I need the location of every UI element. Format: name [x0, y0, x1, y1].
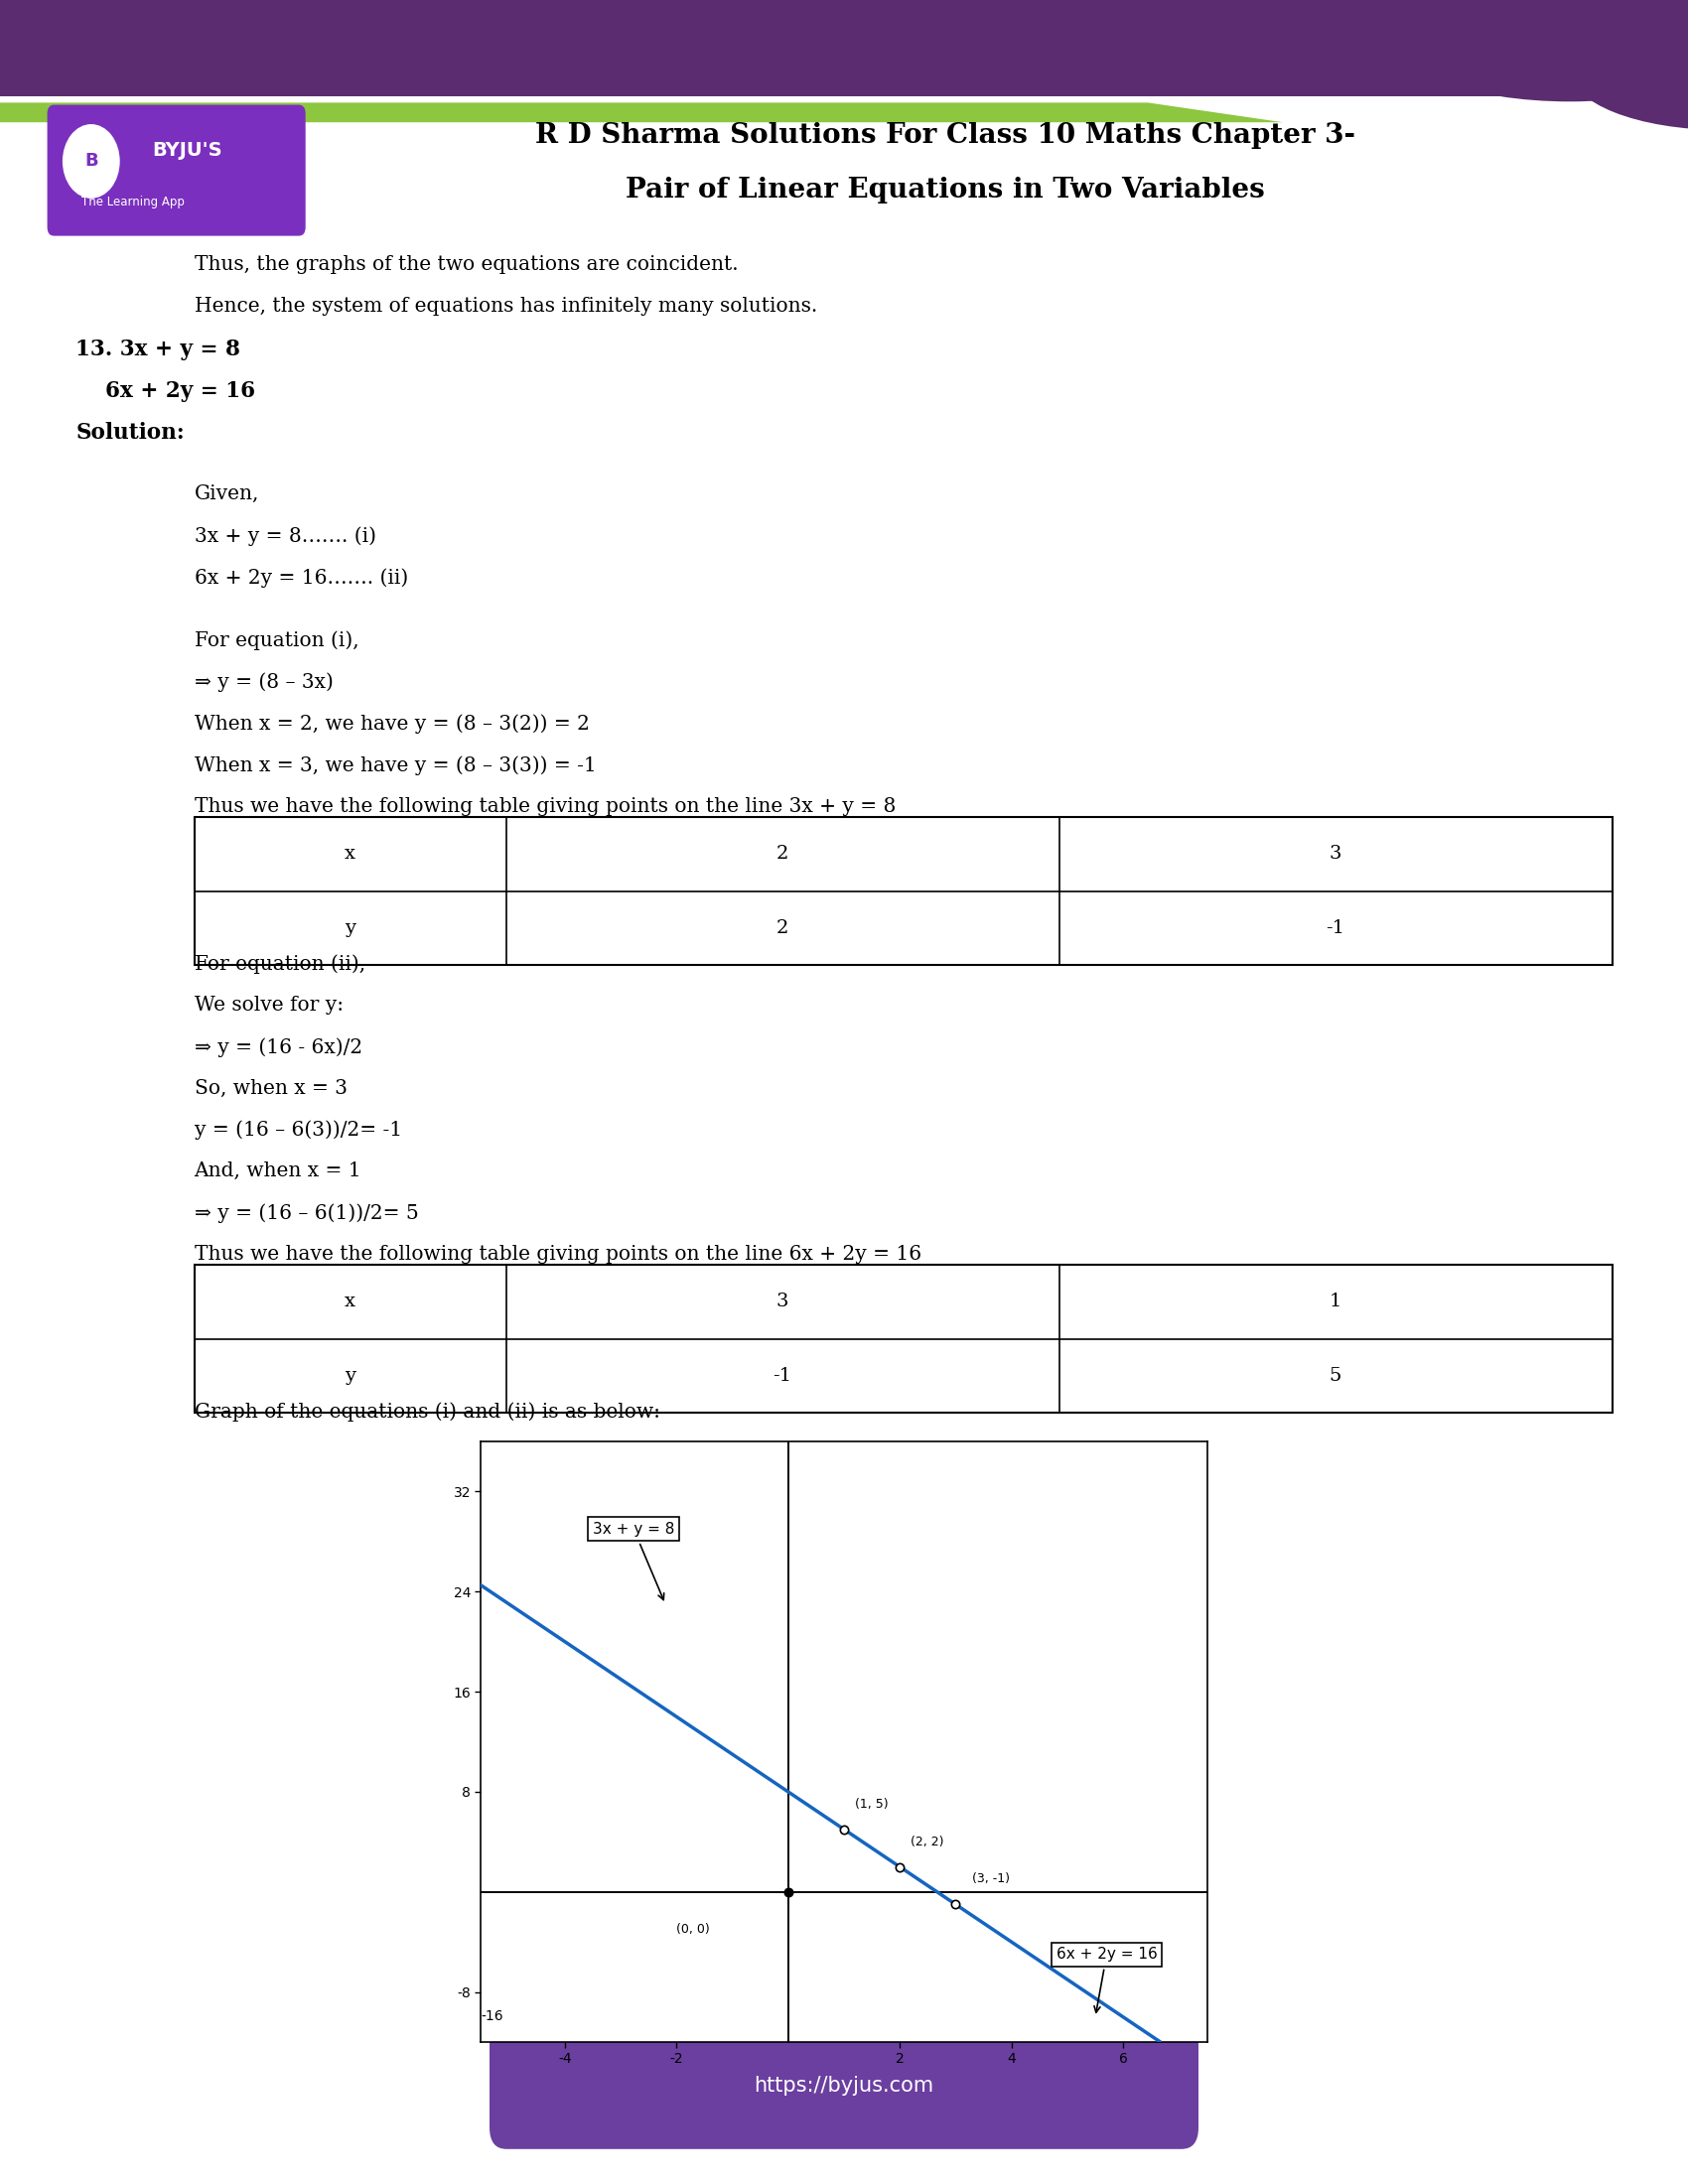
Text: When x = 2, we have y = (8 – 3(2)) = 2: When x = 2, we have y = (8 – 3(2)) = 2 — [194, 714, 589, 734]
Text: 6x + 2y = 16……. (ii): 6x + 2y = 16……. (ii) — [194, 568, 408, 587]
Text: Pair of Linear Equations in Two Variables: Pair of Linear Equations in Two Variable… — [626, 177, 1264, 203]
Text: (2, 2): (2, 2) — [912, 1835, 944, 1848]
Text: (0, 0): (0, 0) — [677, 1922, 711, 1935]
Text: ⇒ y = (16 - 6x)/2: ⇒ y = (16 - 6x)/2 — [194, 1037, 361, 1057]
Text: -1: -1 — [773, 1367, 792, 1385]
Text: For equation (ii),: For equation (ii), — [194, 954, 365, 974]
Text: (3, -1): (3, -1) — [972, 1872, 1009, 1885]
Ellipse shape — [1570, 11, 1688, 131]
Text: BYJU'S: BYJU'S — [152, 140, 223, 159]
Text: 3: 3 — [1330, 845, 1342, 863]
Text: When x = 3, we have y = (8 – 3(3)) = -1: When x = 3, we have y = (8 – 3(3)) = -1 — [194, 756, 596, 775]
Text: B: B — [84, 153, 98, 170]
Text: -1: -1 — [1327, 919, 1345, 937]
Polygon shape — [0, 103, 1283, 122]
Bar — [194, 1265, 1612, 1413]
Text: The Learning App: The Learning App — [81, 197, 184, 210]
FancyBboxPatch shape — [490, 2022, 1198, 2149]
Text: y = (16 – 6(3))/2= -1: y = (16 – 6(3))/2= -1 — [194, 1120, 402, 1140]
Circle shape — [62, 124, 120, 199]
Text: ⇒ y = (16 – 6(1))/2= 5: ⇒ y = (16 – 6(1))/2= 5 — [194, 1203, 419, 1223]
Text: For equation (i),: For equation (i), — [194, 631, 358, 651]
Text: Hence, the system of equations has infinitely many solutions.: Hence, the system of equations has infin… — [194, 297, 817, 317]
Text: Solution:: Solution: — [76, 422, 186, 443]
Text: Thus we have the following table giving points on the line 3x + y = 8: Thus we have the following table giving … — [194, 797, 896, 817]
Text: y: y — [344, 919, 356, 937]
Text: y: y — [344, 1367, 356, 1385]
Text: 13. 3x + y = 8: 13. 3x + y = 8 — [76, 339, 241, 360]
Text: 3x + y = 8……. (i): 3x + y = 8……. (i) — [194, 526, 376, 546]
Ellipse shape — [1384, 0, 1688, 103]
Text: 2: 2 — [776, 845, 788, 863]
Text: x: x — [344, 1293, 356, 1310]
Bar — [0, 0, 1688, 96]
Text: 1: 1 — [1330, 1293, 1342, 1310]
Text: 6x + 2y = 16: 6x + 2y = 16 — [1057, 1946, 1158, 2011]
Text: 5: 5 — [1330, 1367, 1342, 1385]
Text: 3: 3 — [776, 1293, 788, 1310]
Text: x: x — [344, 845, 356, 863]
Text: 6x + 2y = 16: 6x + 2y = 16 — [76, 380, 257, 402]
Text: Thus we have the following table giving points on the line 6x + 2y = 16: Thus we have the following table giving … — [194, 1245, 922, 1265]
Text: Graph of the equations (i) and (ii) is as below:: Graph of the equations (i) and (ii) is a… — [194, 1402, 660, 1422]
Text: R D Sharma Solutions For Class 10 Maths Chapter 3-: R D Sharma Solutions For Class 10 Maths … — [535, 122, 1355, 149]
Text: We solve for y:: We solve for y: — [194, 996, 343, 1016]
Text: -16: -16 — [481, 2009, 503, 2022]
Text: (1, 5): (1, 5) — [856, 1797, 888, 1811]
Bar — [194, 817, 1612, 965]
Text: Thus, the graphs of the two equations are coincident.: Thus, the graphs of the two equations ar… — [194, 256, 738, 275]
Text: Given,: Given, — [194, 485, 258, 505]
Text: 2: 2 — [776, 919, 788, 937]
Text: And, when x = 1: And, when x = 1 — [194, 1162, 361, 1182]
Text: 3x + y = 8: 3x + y = 8 — [592, 1522, 675, 1601]
Text: So, when x = 3: So, when x = 3 — [194, 1079, 348, 1099]
Text: https://byjus.com: https://byjus.com — [755, 2075, 933, 2097]
Text: ⇒ y = (8 – 3x): ⇒ y = (8 – 3x) — [194, 673, 333, 692]
FancyBboxPatch shape — [47, 105, 306, 236]
